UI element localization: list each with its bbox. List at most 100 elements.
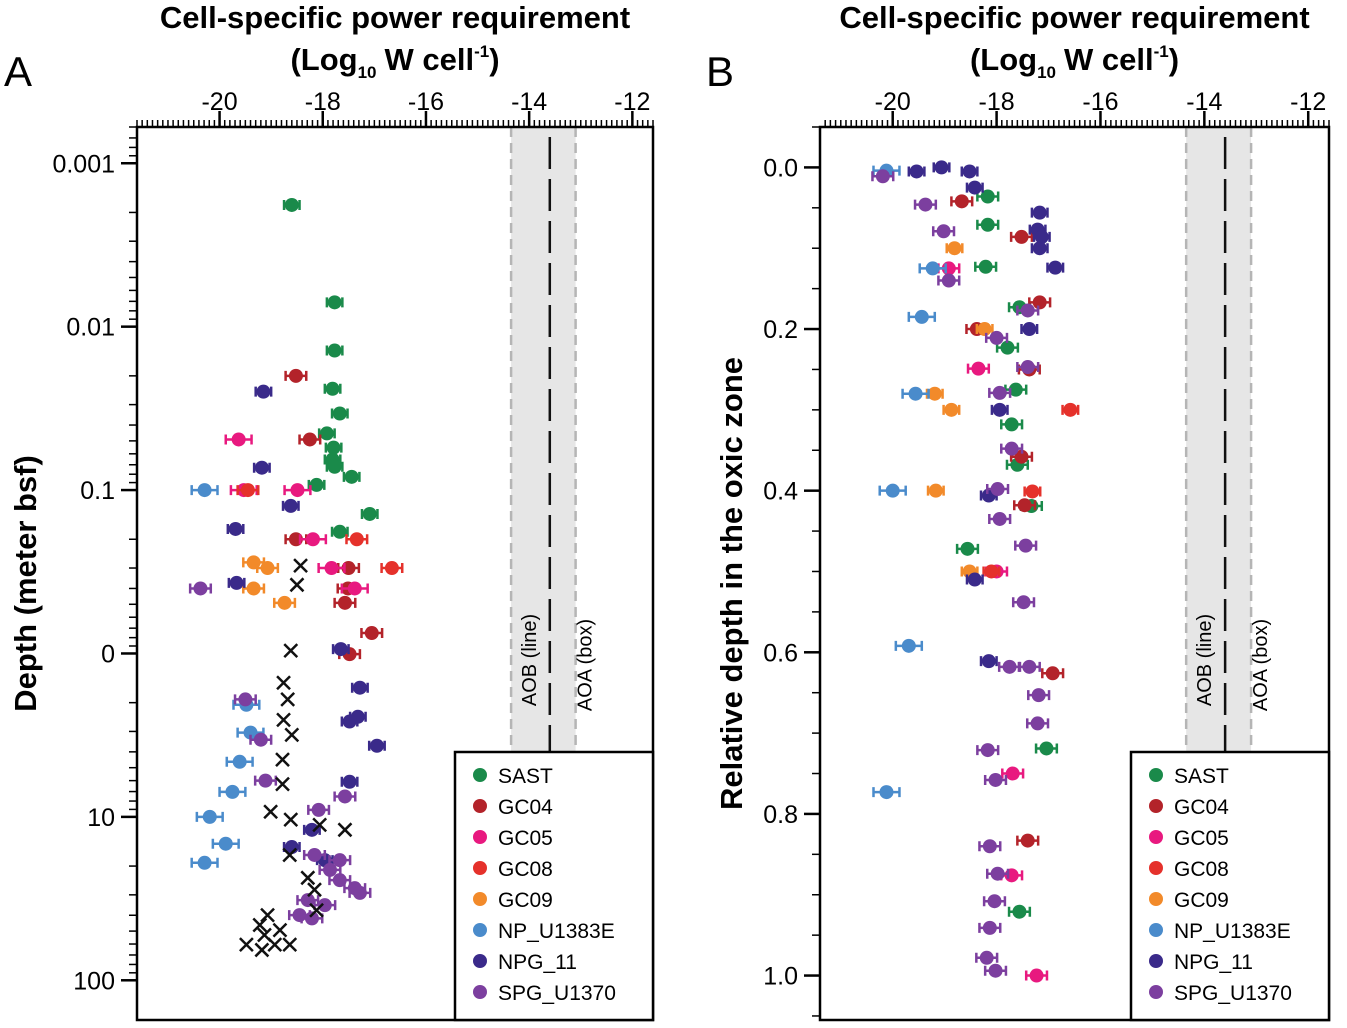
aob-label: AOB (line) (519, 614, 541, 706)
aob-label: AOB (line) (1194, 614, 1216, 706)
legend-marker (473, 799, 487, 813)
point (283, 498, 298, 513)
cross-marker (252, 917, 268, 933)
cross-marker (284, 727, 300, 743)
point (193, 581, 208, 596)
unit-part: -1 (474, 42, 489, 61)
point (243, 725, 258, 740)
legend-marker (1149, 861, 1163, 875)
x-tick-label: -20 (201, 88, 237, 116)
point (344, 469, 359, 484)
point (1017, 498, 1032, 513)
legend-label: GC08 (1174, 858, 1229, 881)
point (1016, 595, 1031, 610)
point (332, 524, 347, 539)
plot-frame (135, 125, 655, 1022)
legend-label: SPG_U1370 (498, 982, 616, 1005)
y-tick-label: 0 (101, 640, 115, 668)
cross-marker (283, 812, 299, 828)
point (1030, 716, 1045, 731)
point (364, 626, 379, 641)
cross-marker (300, 870, 316, 886)
point (967, 572, 982, 587)
point (337, 789, 352, 804)
cross-marker (293, 558, 308, 574)
point (981, 654, 996, 669)
point (311, 802, 326, 817)
point (941, 273, 956, 288)
point (342, 714, 357, 729)
point (292, 908, 307, 923)
point (1004, 417, 1019, 432)
point (947, 241, 962, 256)
point (977, 322, 992, 337)
x-axis-title: Cell-specific power requirement (160, 0, 630, 35)
point (992, 511, 1007, 526)
point (875, 169, 890, 184)
legend-marker (1149, 799, 1163, 813)
point (324, 561, 339, 576)
point (990, 866, 1005, 881)
unit-part: W cell (1064, 42, 1154, 77)
point (229, 575, 244, 590)
y-tick-label: 0.4 (763, 478, 798, 506)
x-axis-unit: (Log10 W cell-1) (970, 42, 1179, 82)
legend-label: GC04 (498, 796, 553, 819)
cross-marker (260, 907, 275, 923)
y-tick-label: 0.0 (763, 154, 798, 182)
aoa-label: AOA (box) (575, 619, 597, 711)
point (284, 197, 299, 212)
legend-marker (473, 830, 487, 844)
point (347, 581, 362, 596)
cross-marker (276, 675, 291, 691)
point (979, 950, 994, 965)
point (1018, 538, 1033, 553)
point (918, 197, 933, 212)
point (260, 561, 275, 576)
point (934, 160, 949, 175)
legend-label: SAST (498, 765, 553, 788)
point (1000, 340, 1015, 355)
point (992, 385, 1007, 400)
point (1045, 666, 1060, 681)
point (1020, 303, 1035, 318)
point (384, 561, 399, 576)
x-tick-label: -18 (979, 88, 1015, 116)
point (944, 402, 959, 417)
point (928, 483, 943, 498)
point (349, 532, 364, 547)
cross-marker (283, 643, 299, 658)
point (307, 847, 322, 862)
point (1008, 382, 1023, 397)
point (909, 164, 924, 179)
point (246, 581, 261, 596)
legend-marker (1149, 985, 1163, 999)
point (254, 460, 269, 475)
point (197, 483, 212, 498)
cross-marker (282, 847, 298, 863)
cross-marker (239, 937, 254, 953)
point (332, 853, 347, 868)
point (1039, 741, 1054, 756)
point (1063, 402, 1078, 417)
cross-marker (280, 692, 296, 707)
point (290, 483, 305, 498)
cross-marker (309, 902, 324, 918)
point (225, 784, 240, 799)
point (218, 836, 233, 851)
cross-marker (307, 882, 322, 898)
point (1029, 968, 1044, 983)
legend-marker (473, 892, 487, 906)
point (322, 862, 337, 877)
cross-marker (275, 776, 290, 792)
point (978, 259, 993, 274)
point (988, 963, 1003, 978)
y-tick-label: 0.6 (763, 639, 798, 667)
point (927, 386, 942, 401)
legend-marker (473, 861, 487, 875)
point (960, 541, 975, 556)
point (288, 368, 303, 383)
unit-part: ) (1169, 42, 1179, 77)
cross-marker (275, 752, 290, 767)
